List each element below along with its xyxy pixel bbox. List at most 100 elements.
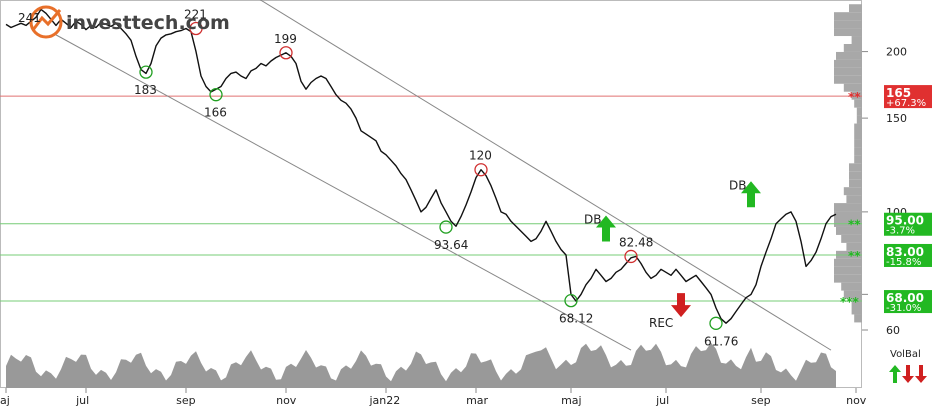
level-value: 165 [886,86,911,100]
bottom-marker [709,316,723,330]
volume-profile-bar [849,163,862,172]
volume-profile-bar [834,274,862,283]
level-change: -15.8% [886,257,921,268]
volbal-legend: VolBal [889,349,927,383]
logo-text: investtech.com [66,12,230,34]
volume-profile-bar [843,43,862,52]
x-tick-label: sep [751,394,770,407]
level-change: -3.7% [886,226,915,237]
bottom-label: 183 [134,83,157,97]
volume-profile-bar [846,242,862,251]
logo-ring-icon [29,5,63,39]
top-marker [189,21,203,36]
volume-profile-bar [834,266,862,275]
pattern-down-arrow-icon [671,293,691,318]
volume-profile-bar [834,258,862,267]
x-tick-label: aj [0,394,10,407]
volbal-label: VolBal [890,349,921,360]
volume-profile-bar [834,75,862,84]
bottom-marker [139,65,153,79]
plot-area [0,0,862,388]
volume-profile-bar [836,226,862,235]
level-value: 83.00 [886,245,924,259]
logo: investtech.com [29,5,230,39]
volbal-down-icon [902,365,914,383]
level-stars: *** [840,295,860,309]
x-tick-label: jan22 [369,394,401,407]
top-bottom-markers: 221 199 120 82.48 183 166 93.64 68.12 61.76 [134,8,738,349]
trend-line-lower [55,34,632,351]
volume-profile-bar [849,179,862,188]
top-marker [624,249,638,264]
volume-profile-bar [854,99,862,108]
volume-profile-bar [851,306,862,315]
top-label: 199 [274,32,297,46]
x-tick-label: jul [655,394,669,407]
level-stars: ** [848,218,861,232]
volume-profile-bar [854,123,862,132]
y-tick-label: 60 [886,324,900,337]
level-box-95.00 [884,212,932,236]
bottom-marker [209,88,223,102]
volume-profile-bar [851,298,862,307]
bottom-marker [439,220,453,234]
bottom-marker [564,294,578,308]
top-label: 120 [469,149,492,163]
level-value: 68.00 [886,291,924,305]
bottom-label: 166 [204,106,227,120]
volume-profile-bar [854,147,862,156]
volume-area [6,342,836,388]
volume-profile-bar [856,107,862,116]
volbal-up-icon [889,365,901,383]
volume-profile-bar [854,314,862,323]
logo-arrow-icon [31,9,62,31]
volume-profile-bar [854,155,862,164]
x-tick-label: nov [846,394,867,407]
volume-profile-bar [834,12,862,21]
volume-profile-bar [843,83,862,92]
x-tick-label: jul [75,394,89,407]
volbal-down-icon [915,365,927,383]
volume-profile-bar [843,187,862,196]
pattern-up-arrow-icon [741,181,761,208]
volume-profile-bar [834,203,862,212]
bottom-label: 93.64 [434,238,468,252]
pattern-markers: DB DB REC [584,178,761,330]
volume-profile-bar [841,234,862,243]
x-tick-label: mar [466,394,488,407]
volume-profile [834,4,862,323]
volume-profile-bar [849,4,862,13]
x-axis-ticks: aj jul sep nov jan22 mar maj jul sep nov [0,388,867,407]
support-resistance-lines [0,95,862,302]
volume-profile-bar [834,211,862,220]
top-label: 82.48 [619,235,653,249]
level-stars: ** [848,249,861,263]
volume-profile-bar [849,171,862,180]
level-labels: ** 165+67.3% ** 95.00-3.7% ** 83.00-15.8% *** 6… [840,85,932,314]
volume-profile-bar [854,131,862,140]
price-line [5,8,837,324]
volume-profile-bar [834,67,862,76]
y-tick-label: 150 [886,112,907,125]
pattern-label: DB [729,178,746,192]
level-box-68.00 [884,290,932,314]
trend-line-upper [259,0,832,351]
volume-profile-bar [846,195,862,204]
top-label: 221 [184,8,207,22]
volume-profile-bar [834,59,862,68]
level-box-83.00 [884,243,932,267]
trend-channel [55,0,832,351]
volume-profile-bar [834,20,862,29]
level-value: 95.00 [886,214,924,228]
volume-profile-bar [834,219,862,227]
pattern-up-arrow-icon [596,215,616,242]
x-tick-label: maj [561,394,582,407]
x-tick-label: nov [276,394,297,407]
volume-profile-bar [854,139,862,148]
level-stars: ** [848,90,861,104]
x-tick-label: sep [176,394,195,407]
volume-profile-bar [836,51,862,60]
volume-profile-bar [856,115,862,124]
volume-profile-bar [841,282,862,291]
